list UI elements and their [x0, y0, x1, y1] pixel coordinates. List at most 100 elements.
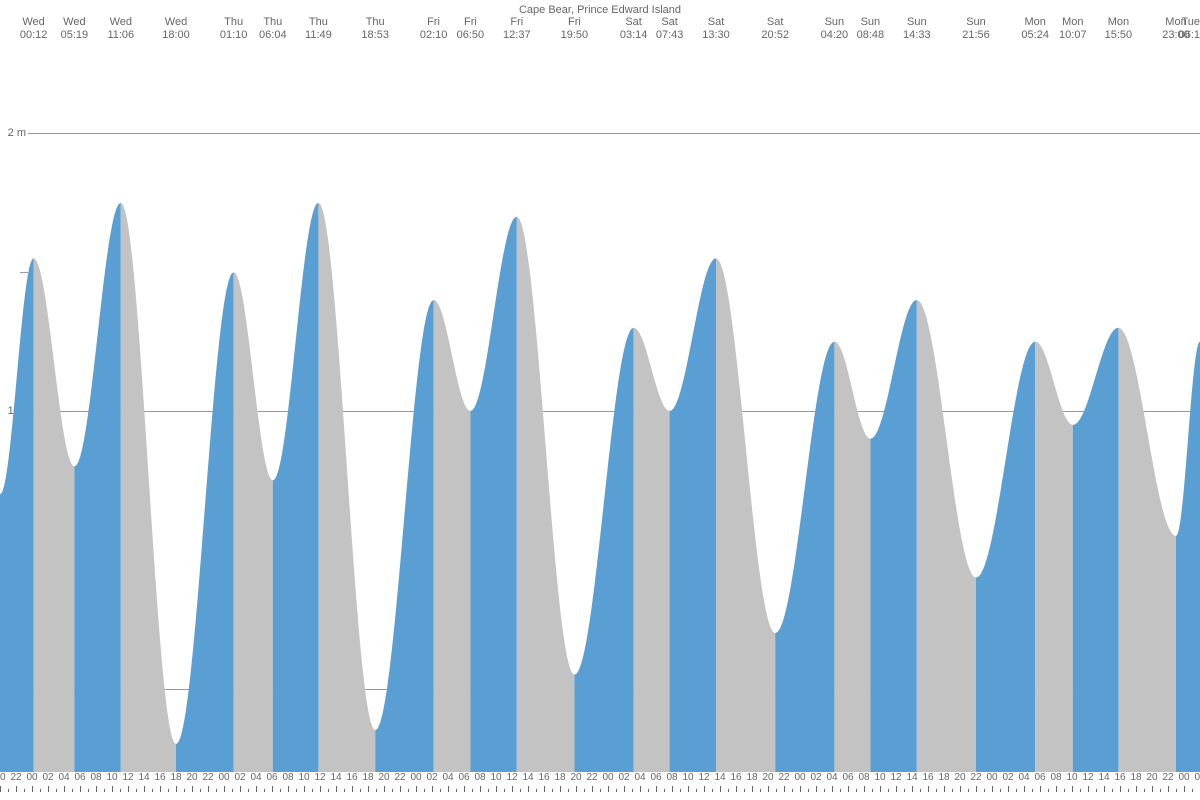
- hour-tick: [664, 789, 665, 792]
- hour-tick: [880, 786, 881, 792]
- hour-tick: [1000, 789, 1001, 792]
- hour-tick: [792, 789, 793, 792]
- hour-label: 18: [1130, 772, 1141, 783]
- hour-tick: [584, 789, 585, 792]
- hour-label: 02: [42, 772, 53, 783]
- hour-tick: [688, 786, 689, 792]
- hour-tick: [320, 786, 321, 792]
- hour-tick: [640, 786, 641, 792]
- tide-segment-rising: [375, 300, 433, 772]
- hour-label: 04: [442, 772, 453, 783]
- hour-label: 12: [314, 772, 325, 783]
- hour-tick: [528, 786, 529, 792]
- hour-label: 16: [538, 772, 549, 783]
- hour-label: 14: [522, 772, 533, 783]
- tide-segment-falling: [716, 258, 775, 772]
- hour-tick: [632, 789, 633, 792]
- hour-tick: [136, 789, 137, 792]
- hour-tick: [368, 786, 369, 792]
- tide-segment-falling: [234, 272, 273, 772]
- hour-label: 10: [106, 772, 117, 783]
- hour-label: 02: [426, 772, 437, 783]
- hour-tick: [888, 789, 889, 792]
- hour-tick: [976, 786, 977, 792]
- hour-tick: [1040, 786, 1041, 792]
- hour-tick: [800, 786, 801, 792]
- hour-tick: [592, 786, 593, 792]
- hour-tick: [1112, 789, 1113, 792]
- hour-label: 16: [346, 772, 357, 783]
- hour-tick: [752, 786, 753, 792]
- tide-segment-rising: [0, 258, 34, 772]
- tide-segment-rising: [470, 217, 516, 772]
- hour-tick: [1128, 789, 1129, 792]
- hour-tick: [856, 789, 857, 792]
- hour-tick: [736, 786, 737, 792]
- hour-tick: [88, 789, 89, 792]
- hour-tick: [1104, 786, 1105, 792]
- tide-segment-falling: [634, 328, 670, 772]
- hour-label: 20: [1146, 772, 1157, 783]
- hour-tick: [176, 786, 177, 792]
- tide-segment-falling: [434, 300, 471, 772]
- hour-label: 08: [282, 772, 293, 783]
- hour-label: 00: [26, 772, 37, 783]
- tide-segment-rising: [775, 342, 834, 772]
- hour-tick: [872, 789, 873, 792]
- hour-tick: [1176, 789, 1177, 792]
- hour-label: 08: [474, 772, 485, 783]
- hour-tick: [144, 786, 145, 792]
- hour-tick: [656, 786, 657, 792]
- hour-label: 04: [634, 772, 645, 783]
- hour-tick: [160, 786, 161, 792]
- hour-tick: [216, 789, 217, 792]
- hour-label: 20: [0, 772, 6, 783]
- tide-segment-falling: [1035, 342, 1073, 772]
- hour-tick: [24, 789, 25, 792]
- hour-tick: [680, 789, 681, 792]
- hour-tick: [1016, 789, 1017, 792]
- hour-tick: [0, 786, 1, 792]
- hour-tick: [904, 789, 905, 792]
- hour-label: 18: [746, 772, 757, 783]
- hour-tick: [952, 789, 953, 792]
- hour-tick: [208, 786, 209, 792]
- hour-tick: [720, 786, 721, 792]
- hour-tick: [416, 786, 417, 792]
- hour-label: 02: [810, 772, 821, 783]
- hour-tick: [1024, 786, 1025, 792]
- hour-tick: [440, 789, 441, 792]
- hour-tick: [808, 789, 809, 792]
- hour-tick: [1064, 789, 1065, 792]
- hour-tick: [1192, 789, 1193, 792]
- hour-label: 14: [1098, 772, 1109, 783]
- hour-tick: [936, 789, 937, 792]
- hour-label: 00: [410, 772, 421, 783]
- hour-tick: [864, 786, 865, 792]
- hour-label: 12: [890, 772, 901, 783]
- hour-label: 20: [570, 772, 581, 783]
- hour-label: 00: [1178, 772, 1189, 783]
- hour-label: 22: [394, 772, 405, 783]
- hour-tick: [1120, 786, 1121, 792]
- hour-tick: [248, 789, 249, 792]
- hour-label: 18: [938, 772, 949, 783]
- tide-segment-rising: [1073, 328, 1119, 772]
- hour-tick: [992, 786, 993, 792]
- hour-label: 06: [74, 772, 85, 783]
- hour-tick: [264, 789, 265, 792]
- hour-label: 08: [858, 772, 869, 783]
- hour-tick: [704, 786, 705, 792]
- hour-label: 10: [298, 772, 309, 783]
- hour-tick: [336, 786, 337, 792]
- hour-tick: [488, 789, 489, 792]
- hour-tick: [56, 789, 57, 792]
- hour-tick: [960, 786, 961, 792]
- hour-tick: [848, 786, 849, 792]
- hour-tick: [288, 786, 289, 792]
- hour-tick: [1096, 789, 1097, 792]
- hour-tick: [8, 789, 9, 792]
- hour-label: 20: [762, 772, 773, 783]
- hour-tick: [568, 789, 569, 792]
- hour-label: 12: [506, 772, 517, 783]
